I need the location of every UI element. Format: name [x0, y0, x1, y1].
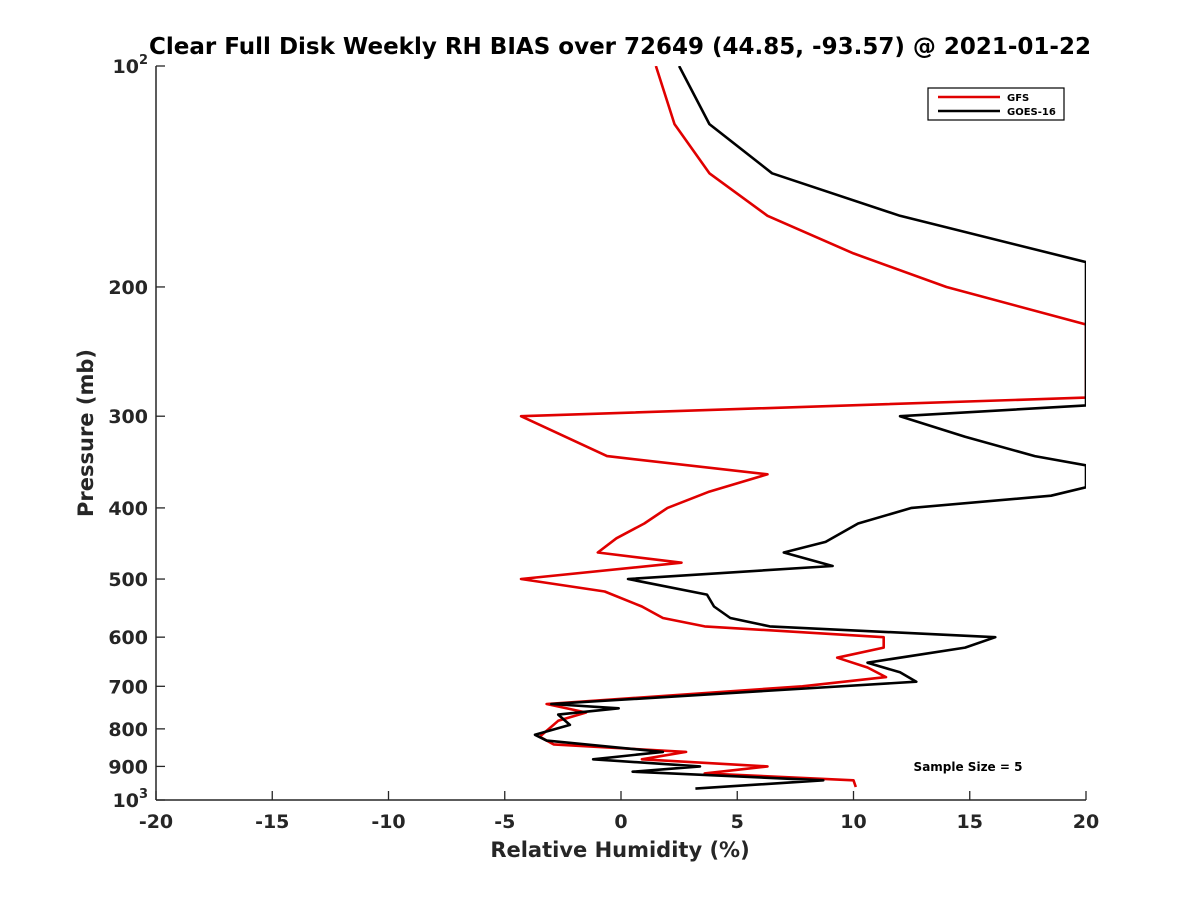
x-tick-label: -20 [139, 811, 173, 833]
x-tick-label: 5 [731, 811, 744, 833]
y-tick-label: 400 [108, 498, 148, 520]
legend-label-gfs: GFS [1007, 93, 1029, 104]
sample-size-annotation: Sample Size = 5 [914, 760, 1023, 774]
x-tick-label: -5 [494, 811, 515, 833]
x-tick-label: 10 [840, 811, 866, 833]
y-tick-label: 103 [113, 787, 149, 812]
chart-title: Clear Full Disk Weekly RH BIAS over 7264… [149, 34, 1091, 60]
series-layer [519, 66, 1086, 790]
y-tick-label: 700 [108, 676, 148, 698]
x-axis-label: Relative Humidity (%) [490, 838, 749, 862]
y-tick-label: 102 [113, 53, 149, 78]
y-tick-label: 600 [108, 627, 148, 649]
x-tick-label: 15 [957, 811, 983, 833]
y-axis: 102 200 300 400 500 600 700 800 900 103 [108, 53, 165, 812]
y-tick-label: 300 [108, 406, 148, 428]
x-tick-label: -15 [255, 811, 289, 833]
x-axis: -20 -15 -10 -5 0 5 10 15 20 [139, 791, 1099, 833]
x-tick-label: -10 [371, 811, 405, 833]
y-tick-label: 900 [108, 756, 148, 778]
series-line-goes-16 [533, 66, 1086, 790]
x-tick-label: 20 [1073, 811, 1099, 833]
y-tick-label: 200 [108, 277, 148, 299]
y-tick-label: 800 [108, 719, 148, 741]
legend: GFS GOES-16 [927, 87, 1065, 121]
x-tick-label: 0 [614, 811, 627, 833]
y-axis-label: Pressure (mb) [74, 349, 98, 517]
legend-box [927, 87, 1065, 121]
y-tick-label: 500 [108, 569, 148, 591]
legend-label-goes16: GOES-16 [1007, 107, 1056, 118]
